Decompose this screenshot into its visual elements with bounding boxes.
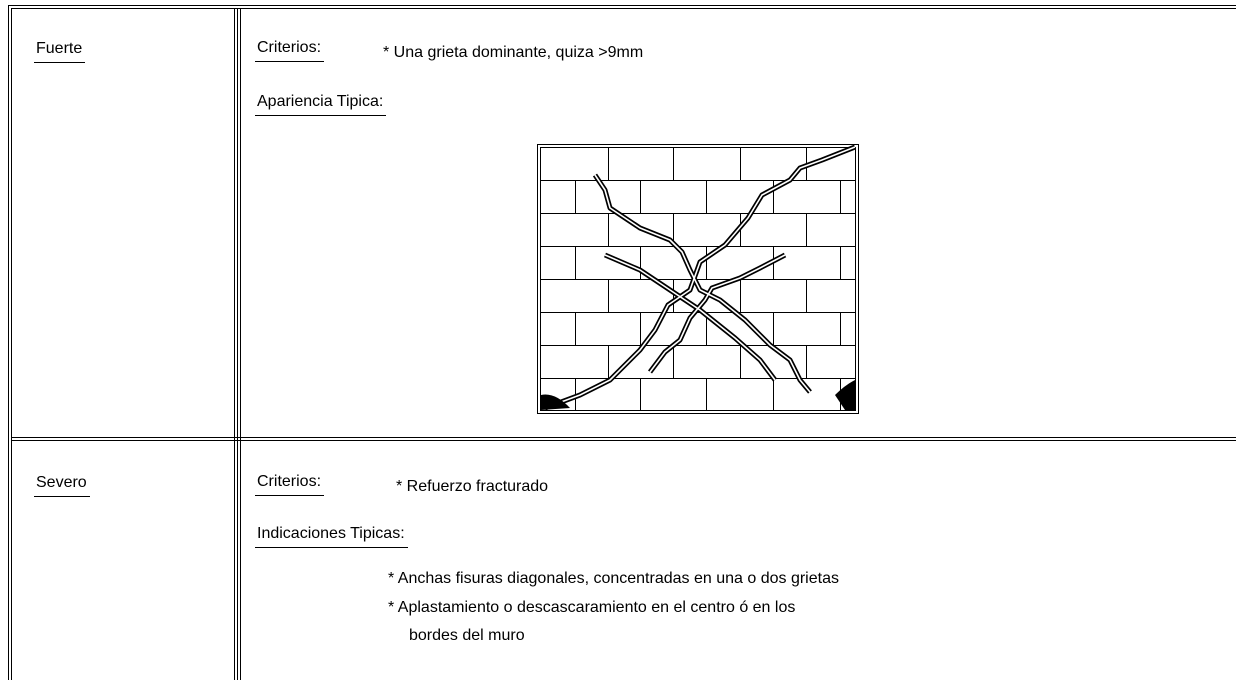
level-label: Fuerte (34, 40, 86, 63)
criteria-label: Criterios: (255, 473, 325, 496)
level-label: Severo (34, 474, 90, 497)
indication-item: * Aplastamiento o descascaramiento en el… (388, 599, 796, 616)
indication-item: bordes del muro (409, 627, 525, 644)
criteria-label: Criterios: (255, 39, 325, 62)
wall-diagram (537, 144, 859, 414)
detail-label: Indicaciones Tipicas: (255, 525, 408, 548)
criteria-text: * Refuerzo fracturado (396, 478, 549, 495)
criteria-text: * Una grieta dominante, quiza >9mm (383, 44, 644, 61)
indication-item: * Anchas fisuras diagonales, concentrada… (388, 570, 839, 587)
detail-label: Apariencia Tipica: (255, 93, 387, 116)
